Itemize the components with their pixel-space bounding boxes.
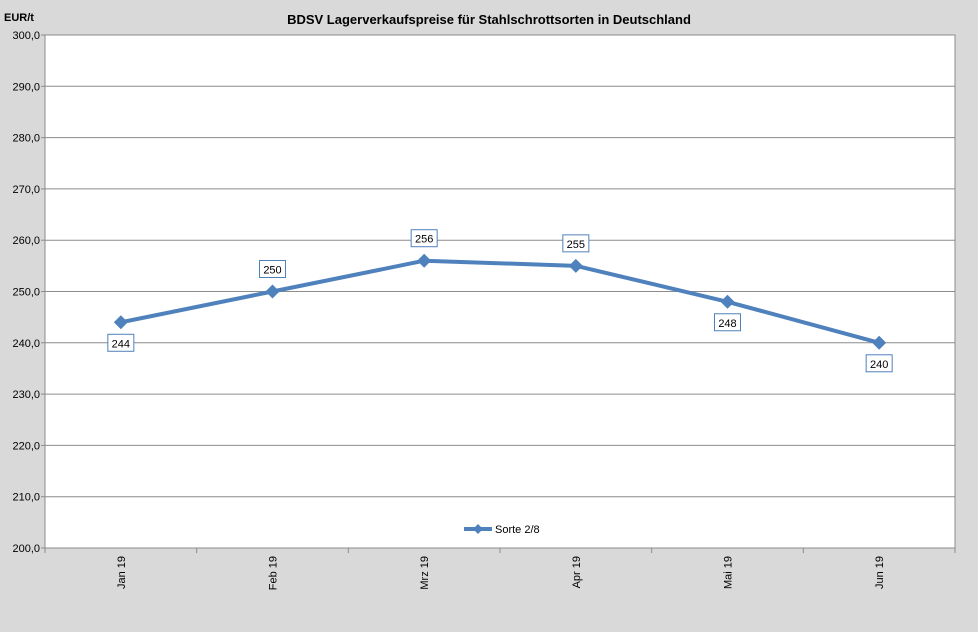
- data-point-marker: [265, 284, 280, 299]
- data-point-marker: [113, 315, 128, 330]
- x-tick-labels: Jan 19 Feb 19 Mrz 19 Apr 19 Mai 19 Jun 19: [116, 556, 886, 590]
- x-tick-label: Jun 19: [874, 556, 886, 589]
- data-label-box: [865, 354, 893, 373]
- y-tick-label: 300,0: [12, 30, 40, 42]
- data-label-box: [259, 260, 286, 278]
- data-point-marker: [872, 335, 887, 350]
- data-label-box: [107, 333, 135, 352]
- gridlines: [41, 34, 956, 553]
- legend: Sorte 2/8: [464, 524, 540, 536]
- y-tick-label: 220,0: [12, 440, 40, 452]
- data-point-marker: [417, 253, 432, 268]
- data-label-box: [410, 229, 438, 248]
- data-label: 255: [567, 239, 585, 251]
- x-tick-label: Feb 19: [268, 556, 280, 590]
- y-tick-label: 200,0: [12, 543, 40, 555]
- y-axis-label: EUR/t: [4, 12, 34, 24]
- x-tick-label: Jan 19: [116, 556, 128, 589]
- chart-title: BDSV Lagerverkaufspreise für Stahlschrot…: [287, 12, 691, 27]
- y-tick-label: 280,0: [12, 133, 40, 145]
- y-tick-label: 260,0: [12, 235, 40, 247]
- y-tick-label: 230,0: [12, 389, 40, 401]
- data-label: 250: [263, 265, 281, 277]
- legend-marker: [473, 524, 483, 534]
- data-label: 248: [718, 318, 736, 330]
- x-tick-label: Mai 19: [723, 556, 735, 589]
- y-tick-labels: 200,0 210,0 220,0 230,0 240,0 250,0 260,0 270,0…: [12, 30, 40, 555]
- series-line: [120, 258, 880, 345]
- data-label: 244: [112, 338, 130, 350]
- data-label: 256: [415, 234, 433, 246]
- y-tick-label: 240,0: [12, 338, 40, 350]
- y-tick-label: 290,0: [12, 81, 40, 93]
- y-tick-label: 250,0: [12, 287, 40, 299]
- y-tick-label: 210,0: [12, 492, 40, 504]
- x-tick-label: Apr 19: [571, 556, 583, 588]
- data-label-box: [562, 234, 590, 253]
- data-label: 240: [870, 359, 888, 371]
- y-tick-label: 270,0: [12, 184, 40, 196]
- data-point-marker: [720, 294, 735, 309]
- data-labels: 244 250 256 255 248 240: [107, 229, 893, 373]
- legend-label: Sorte 2/8: [495, 524, 540, 536]
- data-label-box: [714, 313, 741, 332]
- series-group: [113, 253, 887, 350]
- x-tick-label: Mrz 19: [419, 556, 431, 590]
- data-point-marker: [568, 258, 583, 273]
